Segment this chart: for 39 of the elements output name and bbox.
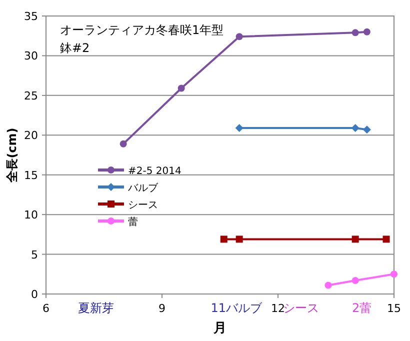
y-tick-label: 30 (24, 50, 38, 63)
point (235, 124, 244, 132)
x-axis-title: 月 (212, 321, 226, 336)
legend-label: シース (128, 200, 158, 211)
point (236, 236, 243, 243)
x-tick-label: 9 (158, 302, 166, 315)
point (352, 236, 359, 243)
point (120, 140, 127, 148)
point (324, 282, 332, 289)
point (382, 236, 390, 243)
x-tick-label: 6 (42, 302, 50, 315)
point (236, 33, 243, 40)
x-tick-label: 15 (387, 302, 401, 315)
text: オーランティアカ冬春咲1年型 (60, 23, 224, 37)
legend-label: #2-5 2014 (128, 166, 182, 177)
point (363, 28, 370, 36)
text: 夏新芽 (78, 301, 114, 315)
text: 11バルブ (210, 301, 263, 315)
y-tick-label: 10 (24, 208, 38, 222)
x-tick-label: 12 (271, 302, 285, 315)
point (390, 270, 398, 278)
point (362, 126, 371, 134)
y-tick-label: 0 (31, 288, 38, 301)
point (351, 124, 360, 132)
y-tick-label: 5 (31, 248, 38, 262)
y-tick-label: 25 (24, 89, 38, 102)
text: 鉢#2 (60, 41, 90, 55)
point (352, 29, 359, 36)
y-tick-label: 20 (24, 129, 38, 142)
y-axis-title: 全長(cm) (5, 128, 19, 184)
point (220, 236, 228, 243)
y-tick-label: 35 (24, 10, 38, 23)
text: シース (283, 301, 319, 315)
legend-label: 蕾 (128, 216, 138, 228)
point (178, 84, 185, 92)
legend-label: バルブ (127, 182, 159, 194)
text: 2蕾 (352, 301, 372, 315)
y-tick-label: 15 (24, 168, 38, 182)
point (352, 276, 359, 284)
